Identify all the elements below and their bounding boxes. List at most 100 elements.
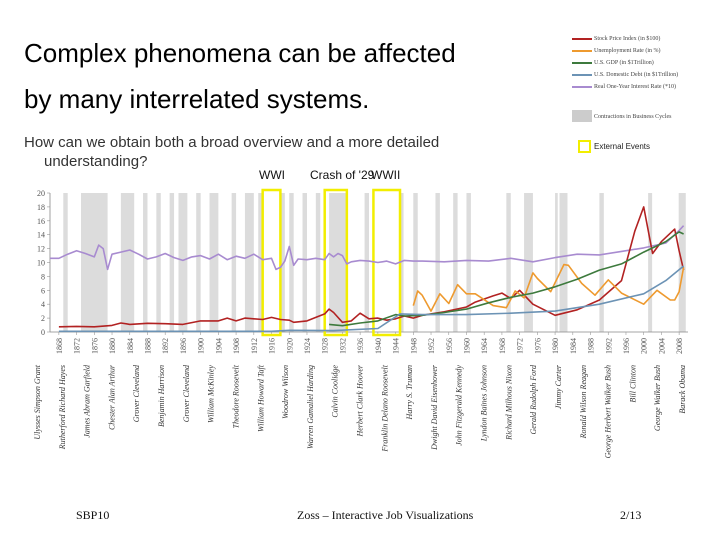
- legend-label-stock: Stock Price Index (in $100): [594, 36, 661, 42]
- x-tick-label-2: 1876: [90, 338, 99, 354]
- x-tick-label-20: 1948: [409, 338, 418, 354]
- president-label-2: James Abram Garfield: [83, 364, 92, 438]
- event-label-wwii: WWII: [371, 168, 401, 182]
- president-label-4: Grover Cleveland: [132, 364, 141, 422]
- legend-label-interest: Real One-Year Interest Rate (*10): [594, 84, 677, 90]
- president-label-14: Franklin Delano Roosevelt: [380, 364, 389, 452]
- president-label-0: Ulysses Simpson Grant: [33, 364, 42, 439]
- footer-center: Zoss – Interactive Job Visualizations: [297, 508, 474, 522]
- y-tick-label-10: 20: [37, 189, 45, 198]
- x-tick-label-33: 2000: [640, 338, 649, 354]
- x-tick-label-8: 1900: [197, 338, 206, 354]
- contraction-band-22: [466, 193, 471, 332]
- x-tick-label-13: 1920: [285, 338, 294, 354]
- y-tick-label-5: 10: [37, 259, 45, 268]
- president-label-21: Jimmy Carter: [554, 364, 563, 409]
- legend-label-unemployment: Unemployment Rate (in %): [594, 48, 661, 54]
- x-tick-label-16: 1932: [338, 338, 347, 354]
- legend-swatch-debt: [572, 74, 592, 76]
- president-label-26: Barack Obama: [678, 365, 687, 414]
- y-tick-label-7: 14: [37, 231, 45, 240]
- president-label-20: Gerald Rudolph Ford: [529, 364, 538, 434]
- x-tick-label-3: 1880: [108, 338, 117, 354]
- legend-swatch-contractions: [572, 110, 592, 122]
- x-tick-label-10: 1908: [232, 338, 241, 354]
- economic-indicators-chart: 0 2 4 6 8 10 12 14 16 18 20 1868 1872 1876 1880 1884 188…: [33, 188, 688, 458]
- contraction-band-25: [555, 193, 558, 332]
- contraction-band-8: [209, 193, 219, 332]
- president-label-16: Dwight David Eisenhower: [430, 364, 439, 451]
- series-line-debt: [58, 265, 685, 333]
- contraction-band-26: [559, 193, 568, 332]
- footer-page-number: 2/13: [620, 508, 642, 522]
- president-label-5: Benjamin Harrison: [157, 365, 166, 427]
- president-label-13: Herbert Clark Hoover: [356, 364, 365, 437]
- series-line-interest: [50, 225, 685, 271]
- x-tick-label-21: 1952: [427, 338, 436, 354]
- contraction-band-3: [143, 193, 148, 332]
- legend-item-stock: Stock Price Index (in $100): [572, 34, 712, 44]
- x-tick-label-14: 1924: [303, 338, 312, 354]
- president-label-3: Chester Alan Arthur: [107, 364, 116, 430]
- y-tick-label-0: 0: [41, 328, 45, 337]
- x-tick-label-11: 1912: [250, 338, 259, 354]
- y-tick-label-4: 8: [41, 272, 45, 281]
- series-line-unemployment: [412, 263, 685, 312]
- series-line-stock: [58, 206, 685, 328]
- y-tick-label-6: 12: [37, 245, 45, 254]
- president-label-22: Ronald Wilson Reagan: [579, 365, 588, 439]
- x-tick-label-25: 1968: [498, 338, 507, 354]
- x-tick-label-23: 1960: [462, 338, 471, 354]
- y-tick-label-1: 2: [41, 314, 45, 323]
- x-tick-label-12: 1916: [268, 338, 277, 354]
- series-line-gdp: [329, 231, 684, 327]
- president-label-7: William McKinley: [207, 365, 216, 423]
- external-events-swatch: [578, 140, 591, 153]
- legend-label-contractions: Contractions in Business Cycles: [594, 114, 672, 120]
- president-label-24: Bill Clinton: [628, 365, 637, 403]
- contraction-band-5: [169, 193, 175, 332]
- contraction-band-15: [315, 193, 321, 332]
- x-tick-label-1: 1872: [73, 338, 82, 354]
- president-label-25: George Walker Bush: [653, 365, 662, 431]
- event-label-wwi: WWI: [259, 168, 285, 182]
- footer-left: SBP10: [76, 508, 110, 522]
- x-tick-label-7: 1896: [179, 338, 188, 354]
- x-tick-label-18: 1940: [374, 338, 383, 354]
- contraction-band-9: [231, 193, 237, 332]
- legend-item-gdp: U.S. GDP (in $1Trillion): [572, 58, 712, 68]
- contraction-band-0: [63, 193, 68, 332]
- contraction-band-28: [648, 193, 653, 332]
- president-label-1: Rutherford Richard Hayes: [58, 365, 67, 450]
- contraction-band-2: [120, 193, 135, 332]
- slide-title-line-2: by many interrelated systems.: [24, 84, 370, 114]
- y-tick-label-2: 4: [41, 300, 45, 309]
- contraction-band-1: [81, 193, 108, 332]
- president-label-11: Warren Gamaliel Harding: [306, 365, 315, 449]
- subtitle-line-2: understanding?: [44, 153, 148, 170]
- legend-item-interest: Real One-Year Interest Rate (*10): [572, 82, 712, 92]
- x-tick-label-0: 1868: [55, 338, 64, 354]
- contraction-band-7: [196, 193, 201, 332]
- y-tick-label-9: 18: [37, 203, 45, 212]
- contraction-band-14: [302, 193, 307, 332]
- x-tick-label-30: 1988: [587, 338, 596, 354]
- legend-swatch-interest: [572, 86, 592, 88]
- x-tick-label-31: 1992: [604, 338, 613, 354]
- president-label-9: William Howard Taft: [256, 364, 265, 432]
- president-label-19: Richard Milhous Nixon: [504, 365, 513, 441]
- president-label-15: Harry S. Truman: [405, 365, 414, 420]
- y-tick-label-3: 6: [41, 286, 45, 295]
- president-label-8: Theodore Roosevelt: [231, 364, 240, 428]
- x-tick-label-27: 1976: [533, 338, 542, 354]
- x-tick-label-9: 1904: [214, 338, 223, 354]
- subtitle-line-1: How can we obtain both a broad overview …: [24, 134, 440, 151]
- event-label-crash: Crash of '29: [310, 168, 375, 182]
- contraction-band-10: [244, 193, 254, 332]
- x-tick-label-17: 1936: [356, 338, 365, 354]
- x-tick-label-15: 1928: [321, 338, 330, 354]
- y-tick-label-8: 16: [37, 217, 45, 226]
- contraction-band-18: [400, 193, 404, 332]
- legend-item-unemployment: Unemployment Rate (in %): [572, 46, 712, 56]
- legend-swatch-gdp: [572, 62, 592, 64]
